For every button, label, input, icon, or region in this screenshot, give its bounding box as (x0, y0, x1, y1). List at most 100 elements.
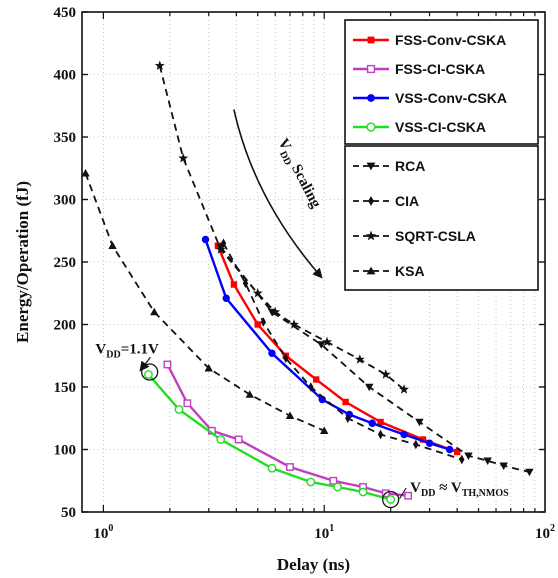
data-point (366, 122, 376, 132)
data-point (342, 398, 349, 406)
y-tick-label: 200 (54, 318, 77, 334)
legend-entry-sqrt-csla: SQRT-CSLA (353, 228, 476, 244)
y-tick-label: 450 (54, 5, 77, 21)
data-point (81, 169, 90, 177)
data-point (285, 411, 295, 419)
data-point (329, 476, 338, 485)
data-point (366, 64, 376, 74)
highlight-circle (141, 363, 159, 381)
vdd-max-arrow (139, 356, 151, 372)
series-line (158, 65, 405, 391)
legend-entry-vss-conv-cska: VSS-Conv-CSKA (353, 90, 507, 106)
data-point (365, 383, 374, 392)
y-tick-label: 50 (61, 505, 76, 521)
legend-box-others (344, 145, 539, 291)
data-point (368, 419, 376, 427)
y-axis-title: Energy/Operation (fJ) (13, 181, 32, 343)
vdd-min-label: VDD ≈ VTH,NMOS (410, 480, 509, 499)
data-point (283, 353, 289, 363)
legend-entry-fss-ci-cska: FSS-CI-CSKA (353, 61, 485, 77)
x-tick-label: 102 (535, 523, 555, 542)
data-point (366, 162, 376, 171)
data-point (415, 418, 424, 427)
highlight-circle (382, 490, 400, 509)
data-point (108, 241, 117, 249)
data-point (459, 454, 465, 465)
x-axis-title: Delay (ns) (277, 555, 350, 574)
data-point (367, 36, 375, 44)
data-point (178, 153, 189, 163)
data-point (483, 457, 492, 465)
series-fss-conv-cska (214, 242, 461, 456)
legend-label: VSS-Conv-CSKA (395, 90, 507, 106)
x-tick-label: 101 (314, 523, 334, 542)
y-tick-label: 400 (54, 68, 77, 84)
y-tick-label: 300 (54, 193, 77, 209)
data-point (368, 196, 374, 206)
data-point (306, 477, 316, 487)
data-point (525, 468, 534, 477)
data-point (366, 266, 376, 275)
series-vss-conv-cska (201, 235, 454, 454)
vdd-min-pointer (399, 487, 407, 499)
y-tick-label: 150 (54, 380, 77, 396)
legend-label: FSS-Conv-CSKA (395, 32, 506, 48)
data-point (144, 370, 153, 379)
data-point (445, 445, 454, 454)
series-ksa (81, 169, 329, 434)
data-point (174, 405, 184, 414)
data-point (286, 463, 294, 471)
legend-label: RCA (395, 158, 425, 174)
vdd-scaling-label: VDD Scaling (272, 136, 324, 212)
data-point (268, 349, 276, 357)
legend-entry-rca: RCA (353, 158, 425, 174)
data-point (386, 495, 396, 504)
legend-label: KSA (395, 263, 425, 279)
data-point (354, 354, 365, 364)
data-point (333, 482, 343, 492)
data-point (464, 452, 473, 460)
series-rca (216, 243, 534, 477)
data-point (345, 413, 351, 423)
data-point (413, 439, 419, 450)
data-point (358, 487, 368, 497)
data-point (380, 369, 391, 379)
data-point (377, 429, 384, 440)
legend-entry-ksa: KSA (353, 263, 425, 279)
data-point (183, 399, 192, 408)
data-point (150, 307, 159, 316)
data-point (399, 384, 410, 394)
data-point (222, 294, 230, 302)
vdd-scaling-arrow (233, 109, 323, 279)
data-point (367, 94, 375, 102)
data-point (308, 382, 314, 392)
data-point (365, 230, 377, 241)
legend-label: SQRT-CSLA (395, 228, 476, 244)
data-point (453, 448, 461, 456)
vdd-max-label: VDD=1.1V (95, 341, 159, 360)
data-point (317, 341, 326, 349)
data-point (319, 426, 329, 434)
y-tick-label: 100 (54, 443, 77, 459)
data-point (267, 463, 277, 473)
series-line (147, 373, 391, 501)
data-point (230, 281, 238, 288)
data-point (499, 462, 508, 470)
legend-entry-cia: CIA (353, 193, 419, 209)
data-point (220, 238, 227, 248)
series-vss-ci-cska (144, 370, 396, 504)
data-point (204, 364, 213, 372)
series-sqrt-csla (154, 60, 410, 394)
data-point (377, 418, 384, 426)
data-point (404, 491, 413, 500)
data-point (400, 430, 408, 439)
legend-entry-fss-conv-cska: FSS-Conv-CSKA (353, 32, 506, 48)
axis-ticks: 50 100 150 200 250 300 350 400 450 100 101 102 (54, 5, 556, 542)
data-point (215, 244, 226, 254)
data-point (216, 435, 226, 444)
data-point (260, 317, 267, 327)
y-tick-label: 350 (54, 130, 77, 146)
data-point (163, 360, 172, 369)
data-point (154, 60, 165, 70)
